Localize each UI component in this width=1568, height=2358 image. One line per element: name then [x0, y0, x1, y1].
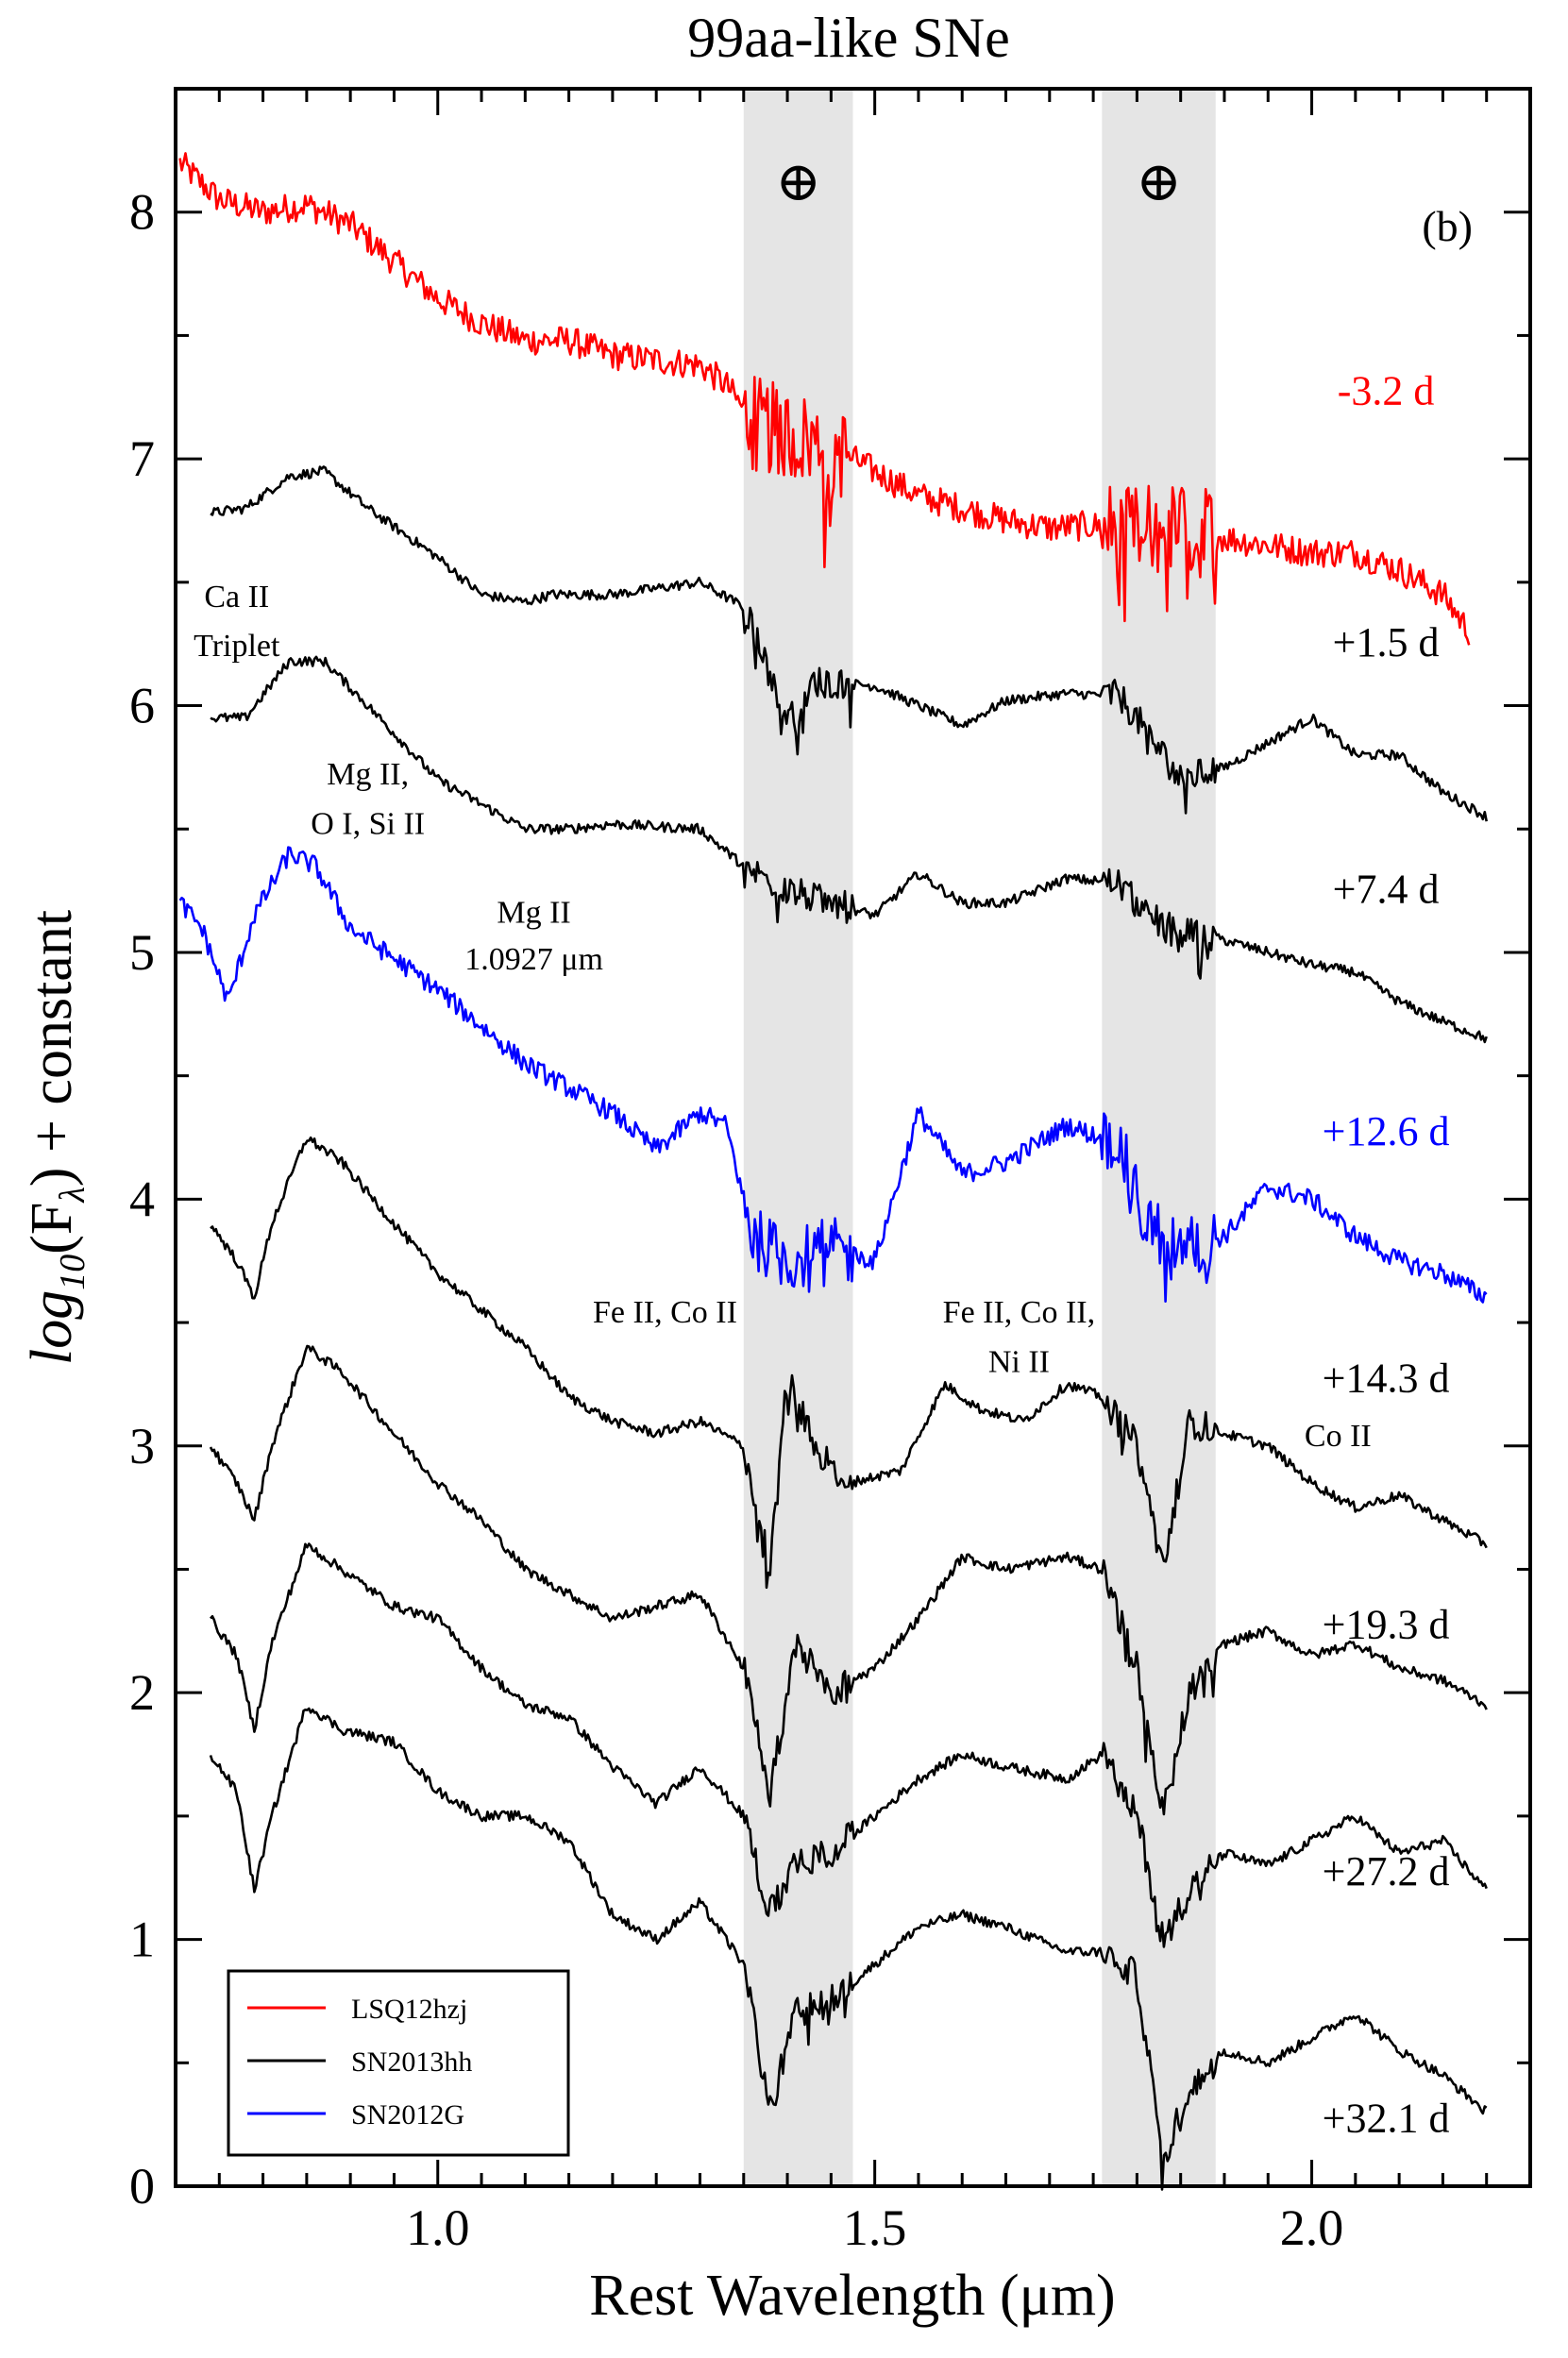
spectrum-SN2012G-3 — [178, 846, 1488, 1304]
x-tick-label: 2.0 — [1280, 2199, 1344, 2256]
line-annotation: Co II — [1305, 1419, 1372, 1454]
axis-ticks: 1.0 1.5 2.0 0 1 2 3 4 5 6 7 8 — [129, 87, 1530, 2256]
line-annotation: 1.0927 μm — [464, 942, 603, 977]
chart-title: 99aa-like SNe — [687, 7, 1010, 69]
y-tick-label: 5 — [129, 924, 155, 981]
legend-label-SN2012G: SN2012G — [351, 2099, 464, 2131]
line-annotation: Triplet — [194, 629, 280, 664]
phase-label-5: +19.3 d — [1323, 1602, 1450, 1648]
line-annotation: Mg II — [497, 896, 570, 931]
spectra-series — [178, 152, 1488, 2191]
y-tick-label: 8 — [129, 184, 155, 241]
y-axis-label: log10(Fλ) + constant — [20, 910, 93, 1365]
y-tick-label: 0 — [129, 2158, 155, 2215]
panel-tag: (b) — [1422, 202, 1473, 250]
legend-label-SN2013hh: SN2013hh — [351, 2046, 472, 2078]
spectrum-SN2013hh-7 — [209, 1707, 1488, 2191]
line-annotation: Fe II, Co II — [593, 1295, 737, 1330]
spectrum-SN2013hh-4 — [210, 1136, 1488, 1590]
phase-label-6: +27.2 d — [1323, 1848, 1450, 1895]
spectrum-SN2013hh-6 — [210, 1542, 1488, 1948]
legend-entries: LSQ12hzj SN2013hh SN2012G — [247, 1994, 472, 2131]
phase-label-0: -3.2 d — [1338, 368, 1435, 414]
phase-label-7: +32.1 d — [1323, 2095, 1450, 2141]
x-tick-label: 1.5 — [843, 2199, 907, 2256]
y-label-log: log — [20, 1290, 84, 1365]
y-tick-label: 1 — [129, 1912, 155, 1968]
line-annotation: O I, Si II — [311, 806, 425, 841]
line-annotation: Mg II, — [327, 757, 409, 792]
spectrum-SN2013hh-2 — [210, 655, 1488, 1044]
spectrum-SN2013hh-1 — [210, 465, 1488, 822]
y-tick-label: 7 — [129, 430, 155, 487]
legend-box — [227, 1969, 570, 2157]
y-tick-label: 3 — [129, 1418, 155, 1474]
phase-label-1: +1.5 d — [1333, 619, 1440, 665]
telluric-symbol-2: ⊕ — [1136, 151, 1182, 212]
spectrum-LSQ12hzj-0 — [178, 152, 1471, 646]
phase-label-2: +7.4 d — [1333, 867, 1440, 913]
line-annotations: Ca II Triplet Mg II, O I, Si II Mg II 1.0927 … — [194, 580, 1372, 1454]
y-label-arg: (F — [20, 1203, 84, 1255]
spectrum-SN2013hh-5 — [209, 1344, 1488, 1816]
phase-label-4: +14.3 d — [1323, 1355, 1450, 1401]
line-annotation: Ca II — [204, 580, 269, 615]
x-axis-label: Rest Wavelength (μm) — [589, 2264, 1115, 2328]
phase-label-3: +12.6 d — [1323, 1108, 1450, 1154]
y-tick-label: 4 — [129, 1171, 155, 1227]
y-label-suffix: ) + constant — [20, 910, 84, 1187]
legend: LSQ12hzj SN2013hh SN2012G — [227, 1969, 570, 2157]
line-annotation: Fe II, Co II, — [943, 1295, 1095, 1330]
line-annotation: Ni II — [988, 1344, 1050, 1379]
x-tick-label: 1.0 — [406, 2199, 470, 2256]
y-tick-label: 6 — [129, 678, 155, 734]
series-labels: -3.2 d +1.5 d +7.4 d +12.6 d +14.3 d +19.3 d +… — [1323, 368, 1450, 2142]
y-label-sub: 10 — [53, 1255, 93, 1290]
y-label-lambda: λ — [53, 1187, 93, 1203]
legend-label-LSQ12hzj: LSQ12hzj — [351, 1994, 467, 2025]
telluric-symbol-1: ⊕ — [775, 151, 821, 212]
y-tick-label: 2 — [129, 1664, 155, 1721]
plot-frame — [174, 87, 1532, 2188]
